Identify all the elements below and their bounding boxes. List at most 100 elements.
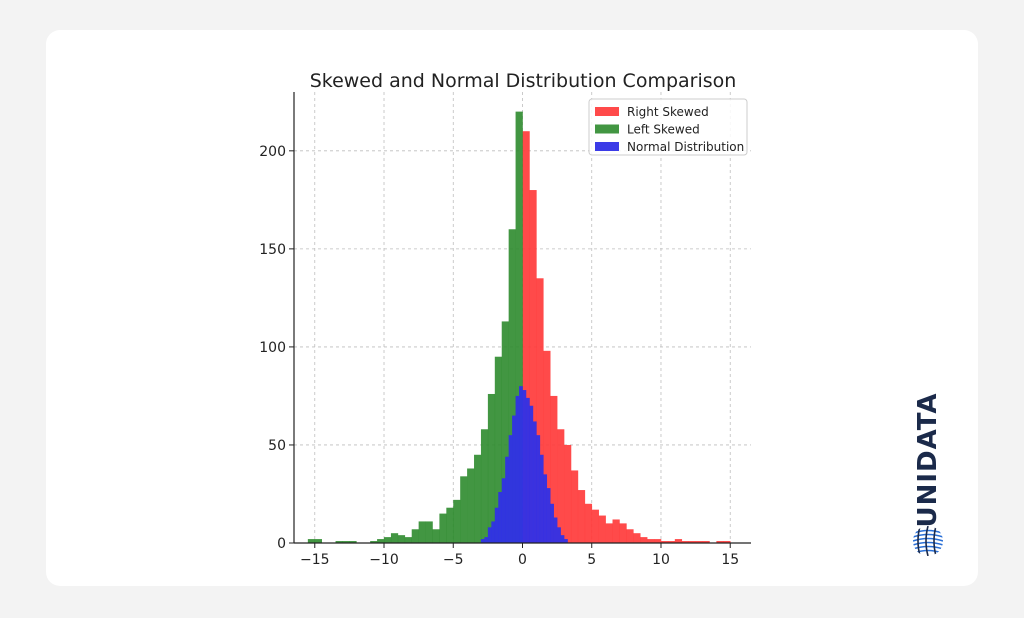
x-tick-label: −10	[369, 552, 399, 568]
histogram-bar	[508, 229, 516, 543]
histogram-bar	[716, 541, 724, 543]
histogram-bar	[501, 321, 509, 543]
histogram-bar	[598, 515, 606, 543]
histogram-bar	[505, 456, 509, 543]
histogram-bar	[418, 521, 426, 543]
y-tick-label: 100	[259, 340, 286, 356]
histogram-bar	[536, 435, 541, 543]
x-tick-label: −15	[300, 552, 330, 568]
legend-label: Left Skewed	[627, 123, 700, 137]
histogram-bar	[480, 539, 485, 543]
histogram-bar	[667, 541, 676, 543]
histogram-bar	[425, 521, 433, 543]
histogram-bar	[674, 539, 683, 543]
y-tick-label: 0	[277, 536, 286, 552]
histogram-bar	[515, 111, 523, 543]
histogram-bar	[605, 523, 613, 543]
x-tick-label: 10	[652, 552, 670, 568]
histogram-bar	[550, 503, 554, 543]
histogram-bar	[501, 478, 506, 543]
histogram-bar	[557, 429, 565, 543]
histogram-bars	[307, 111, 731, 544]
histogram-bar	[536, 278, 544, 543]
x-tick-label: 0	[518, 552, 527, 568]
histogram-bar	[529, 405, 534, 543]
histogram-bar	[370, 541, 378, 543]
legend-swatch	[595, 142, 619, 151]
histogram-bar	[342, 541, 350, 543]
histogram-bar	[560, 535, 565, 543]
histogram-bar	[612, 519, 620, 543]
histogram-bar	[543, 350, 551, 543]
histogram-bar	[525, 397, 530, 543]
legend-swatch	[595, 107, 619, 116]
histogram-bar	[390, 533, 399, 543]
histogram-bar	[487, 393, 496, 543]
histogram-bar	[577, 490, 586, 543]
histogram-bar	[619, 523, 627, 543]
brand-name: UNIDATA	[913, 392, 943, 528]
histogram-bar	[723, 541, 731, 543]
histogram-bar	[460, 476, 468, 543]
histogram-bar	[557, 527, 561, 543]
histogram-bar	[494, 507, 499, 543]
histogram-bar	[314, 539, 322, 543]
x-tick-label: −5	[443, 552, 464, 568]
histogram-bar	[695, 541, 703, 543]
chart-card: Skewed and Normal Distribution Compariso…	[46, 30, 978, 586]
histogram-bar	[539, 454, 544, 543]
series-right-skewed	[522, 131, 731, 544]
x-tick-label: 15	[721, 552, 739, 568]
legend-label: Normal Distribution	[627, 140, 744, 154]
histogram-bar	[404, 537, 413, 543]
histogram-bar	[522, 131, 530, 543]
histogram-bar	[626, 529, 634, 543]
axes	[289, 92, 751, 548]
histogram-bar	[484, 537, 489, 543]
histogram-chart: Skewed and Normal Distribution Compariso…	[259, 70, 751, 568]
histogram-bar	[494, 356, 503, 543]
histogram-bar	[660, 541, 669, 543]
histogram-bar	[640, 537, 648, 543]
histogram-bar	[508, 435, 513, 543]
histogram-bar	[467, 468, 475, 543]
histogram-bar	[681, 541, 689, 543]
legend-swatch	[595, 124, 619, 134]
histogram-bar	[480, 429, 489, 543]
legend-label: Right Skewed	[627, 105, 709, 119]
y-tick-label: 200	[259, 144, 286, 160]
brand-wordmark: UNIDATA	[898, 392, 958, 527]
histogram-bar	[487, 527, 492, 543]
histogram-bar	[529, 190, 537, 544]
series-left-skewed	[307, 111, 523, 543]
histogram-bar	[647, 539, 655, 543]
histogram-bar	[564, 444, 572, 543]
brand-block: UNIDATA	[898, 392, 958, 560]
histogram-bar	[453, 499, 461, 543]
legend-box	[588, 98, 748, 156]
chart-title: Skewed and Normal Distribution Compariso…	[310, 70, 737, 92]
histogram-bar	[543, 474, 548, 543]
histogram-bar	[591, 509, 599, 543]
histogram-bar	[522, 390, 527, 543]
histogram-bar	[384, 537, 392, 543]
histogram-bar	[688, 541, 696, 543]
histogram-bar	[411, 529, 419, 543]
histogram-bar	[702, 541, 710, 543]
histogram-bar	[498, 492, 503, 543]
histogram-bar	[570, 470, 579, 543]
histogram-bar	[377, 539, 385, 543]
histogram-bar	[474, 454, 482, 543]
legend: Right Skewed Left Skewed Normal Distributi…	[588, 98, 748, 156]
histogram-bar	[654, 539, 662, 543]
histogram-bar	[512, 415, 516, 543]
histogram-bar	[491, 521, 496, 543]
histogram-bar	[532, 421, 537, 543]
series-normal-distribution	[480, 386, 568, 543]
histogram-bar	[633, 533, 641, 543]
histogram-bar	[584, 503, 593, 543]
x-tick-label: 5	[587, 552, 596, 568]
histogram-bar	[349, 541, 357, 543]
histogram-bar	[546, 488, 551, 543]
